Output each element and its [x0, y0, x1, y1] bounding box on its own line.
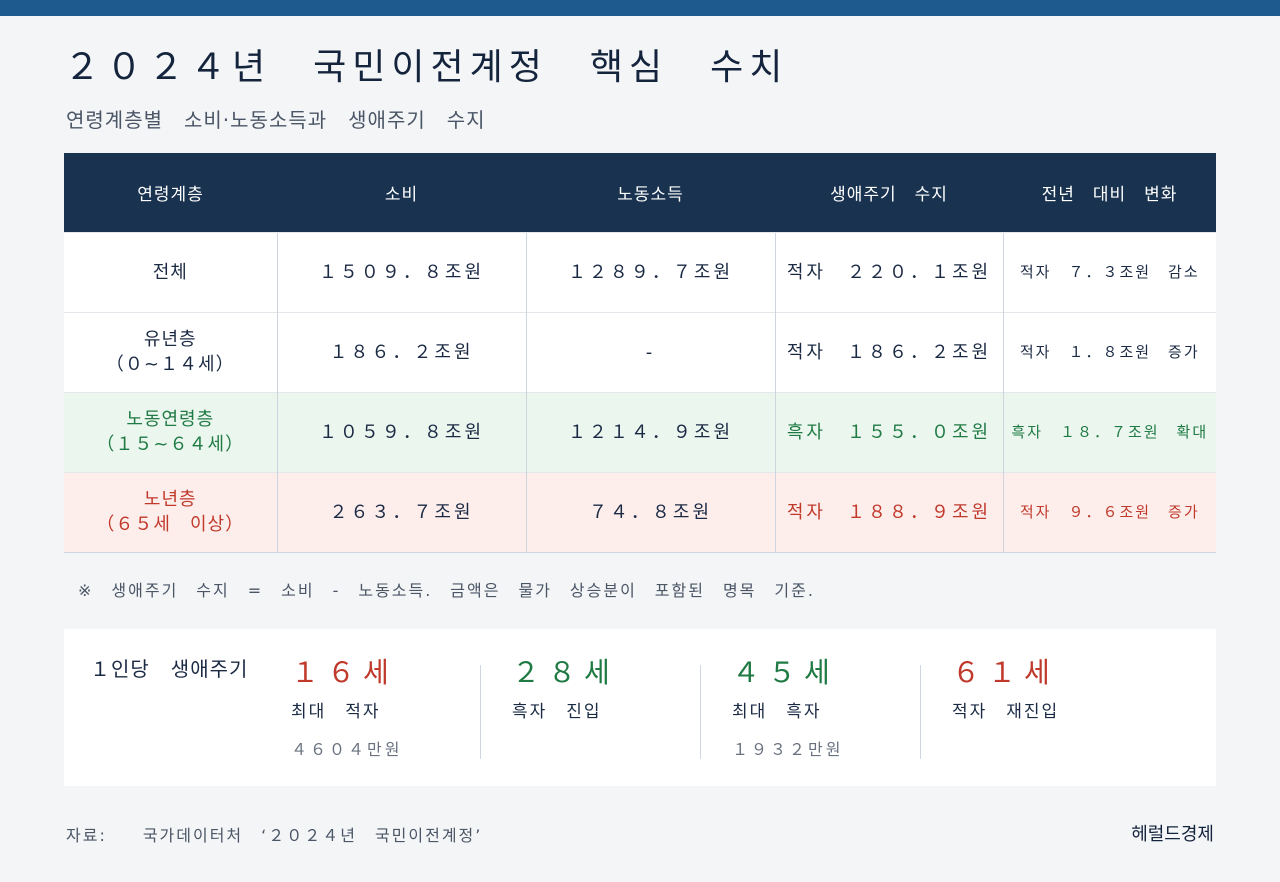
age-group-name: 노동연령층: [126, 409, 215, 430]
per-capita-panel: １인당 생애주기 １６세 최대 적자 ４６０４만원 ２８세 흑자 진입 ４５세 …: [64, 629, 1216, 786]
cell-age-group: 유년층 （０~１４세）: [64, 311, 277, 392]
cell-labor-income: １２８９．７조원: [525, 231, 775, 312]
stat-desc: 흑자 진입: [512, 702, 602, 722]
stat-divider: [700, 665, 701, 759]
stat-divider: [480, 665, 481, 759]
age-group-name: 노년층: [143, 489, 197, 510]
table-row-total: 전체 １５０９．８조원 １２８９．７조원 적자 ２２０．１조원 적자 ７．３조원…: [64, 231, 1216, 312]
header-consumption: 소비: [277, 153, 526, 232]
footnote: ※ 생애주기 수지 = 소비 - 노동소득. 금액은 물가 상승분이 포함된 명…: [78, 581, 815, 600]
stat-age: ４５세: [732, 656, 838, 689]
cell-yoy-change: 적자 ９．６조원 증가: [1002, 471, 1216, 553]
page-subtitle: 연령계층별 소비·노동소득과 생애주기 수지: [66, 108, 486, 132]
age-group-range: （１５~６４세）: [96, 434, 245, 455]
page-title: ２０２４년 국민이전계정 핵심 수치: [64, 47, 789, 88]
header-age-group: 연령계층: [64, 153, 277, 232]
age-group-name: 전체: [152, 261, 188, 283]
cell-yoy-change: 적자 １．８조원 증가: [1002, 311, 1216, 392]
stat-desc: 적자 재진입: [952, 702, 1060, 722]
table-header-row: 연령계층 소비 노동소득 생애주기 수지 전년 대비 변화: [64, 153, 1216, 232]
header-lifecycle-balance: 생애주기 수지: [775, 153, 1003, 232]
cell-age-group: 노년층 （６５세 이상）: [64, 471, 277, 553]
header-labor-income: 노동소득: [526, 153, 775, 232]
cell-lifecycle-balance: 흑자 １５５．０조원: [774, 391, 1003, 472]
stat-age: １６세: [291, 656, 397, 689]
table-row-youth: 유년층 （０~１４세） １８６．２조원 - 적자 １８６．２조원 적자 １．８조…: [64, 311, 1216, 392]
stat-surplus-entry: ２８세 흑자 진입: [512, 651, 712, 722]
per-capita-label: １인당 생애주기: [90, 657, 249, 681]
stat-desc: 최대 흑자: [732, 702, 822, 722]
top-accent-bar: [0, 0, 1280, 16]
cell-labor-income: ７４．８조원: [525, 471, 775, 553]
stat-amount: １９３２만원: [732, 740, 844, 759]
publisher-brand: 헤럴드경제: [1131, 824, 1214, 845]
lifecycle-table: 연령계층 소비 노동소득 생애주기 수지 전년 대비 변화 전체 １５０９．８조…: [64, 153, 1216, 553]
cell-lifecycle-balance: 적자 １８８．９조원: [774, 471, 1003, 553]
stat-desc: 최대 적자: [291, 702, 381, 722]
age-group-range: （０~１４세）: [105, 354, 235, 375]
cell-consumption: １５０９．８조원: [276, 231, 526, 312]
cell-labor-income: １２１４．９조원: [525, 391, 775, 472]
cell-age-group: 전체: [64, 231, 277, 312]
cell-labor-income: -: [525, 311, 775, 392]
cell-consumption: ２６３．７조원: [276, 471, 526, 553]
stat-age: ６１세: [952, 656, 1058, 689]
stat-max-surplus: ４５세 최대 흑자 １９３２만원: [732, 651, 932, 760]
cell-yoy-change: 흑자 １８．７조원 확대: [1002, 391, 1216, 472]
cell-age-group: 노동연령층 （１５~６４세）: [64, 391, 277, 472]
table-row-elderly: 노년층 （６５세 이상） ２６３．７조원 ７４．８조원 적자 １８８．９조원 적…: [64, 471, 1216, 553]
stat-age: ２８세: [512, 656, 618, 689]
source-credit: 자료: 국가데이터처 ‘２０２４년 국민이전계정’: [66, 826, 483, 845]
table-row-working-age: 노동연령층 （１５~６４세） １０５９．８조원 １２１４．９조원 흑자 １５５．…: [64, 391, 1216, 472]
stat-deficit-reentry: ６１세 적자 재진입: [952, 651, 1152, 722]
age-group-range: （６５세 이상）: [96, 514, 245, 535]
cell-lifecycle-balance: 적자 １８６．２조원: [774, 311, 1003, 392]
age-group-name: 유년층: [143, 329, 197, 350]
stat-divider: [920, 665, 921, 759]
stat-max-deficit: １６세 최대 적자 ４６０４만원: [291, 651, 491, 760]
header-yoy-change: 전년 대비 변화: [1003, 153, 1216, 232]
stat-amount: ４６０４만원: [291, 740, 403, 759]
cell-consumption: １８６．２조원: [276, 311, 526, 392]
cell-consumption: １０５９．８조원: [276, 391, 526, 472]
cell-yoy-change: 적자 ７．３조원 감소: [1002, 231, 1216, 312]
cell-lifecycle-balance: 적자 ２２０．１조원: [774, 231, 1003, 312]
